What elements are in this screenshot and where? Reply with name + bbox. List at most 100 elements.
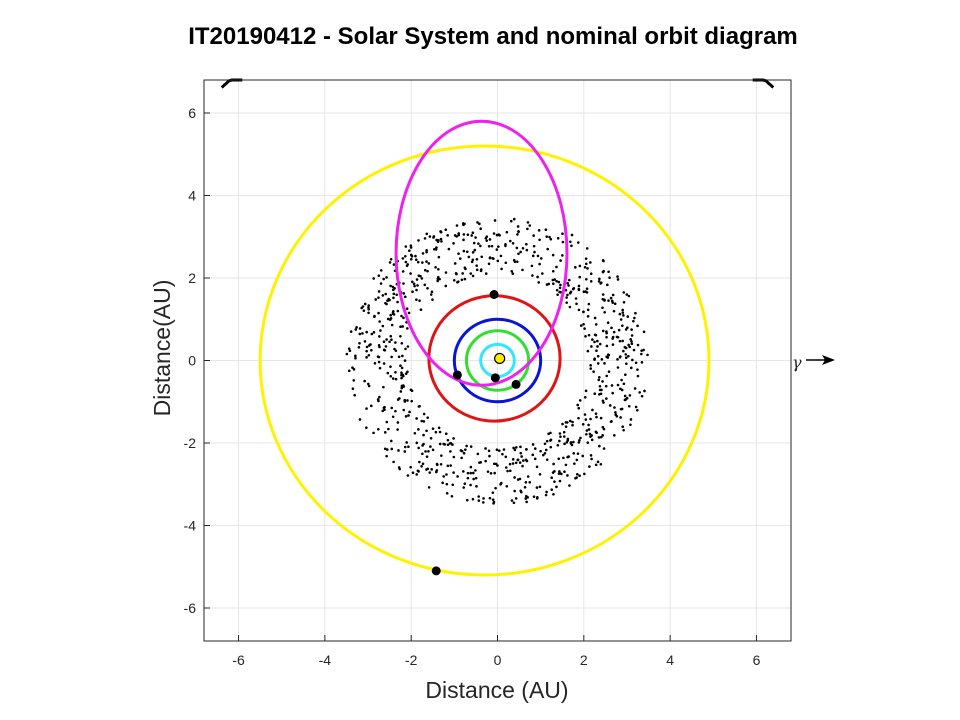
- asteroid-point: [404, 415, 408, 418]
- asteroid-point: [562, 430, 566, 434]
- asteroid-point: [628, 345, 631, 349]
- asteroid-point: [634, 361, 638, 365]
- asteroid-point: [624, 356, 628, 359]
- asteroid-point: [511, 462, 515, 465]
- asteroid-point: [377, 274, 381, 277]
- asteroid-point: [598, 444, 601, 448]
- asteroid-point: [420, 419, 424, 423]
- asteroid-point: [378, 366, 382, 370]
- asteroid-point: [557, 472, 561, 475]
- asteroid-point: [474, 476, 478, 480]
- asteroid-point: [577, 284, 581, 288]
- x-tick-label: 0: [494, 652, 502, 668]
- asteroid-point: [624, 353, 628, 356]
- asteroid-point: [605, 344, 609, 348]
- asteroid-point: [382, 340, 386, 344]
- asteroid-point: [559, 259, 562, 262]
- asteroid-point: [378, 345, 381, 349]
- asteroid-point: [394, 371, 397, 374]
- asteroid-point: [544, 448, 548, 452]
- asteroid-point: [475, 264, 478, 267]
- asteroid-point: [575, 302, 578, 306]
- asteroid-point: [538, 238, 541, 242]
- asteroid-point: [525, 248, 529, 252]
- asteroid-point: [352, 368, 356, 371]
- asteroid-point: [386, 317, 390, 321]
- x-tick-label: -2: [405, 652, 418, 668]
- asteroid-point: [472, 477, 475, 481]
- asteroid-point: [406, 474, 410, 477]
- asteroid-point: [504, 243, 507, 246]
- asteroid-point: [400, 314, 403, 318]
- asteroid-point: [407, 414, 410, 417]
- asteroid-point: [545, 235, 549, 238]
- asteroid-point: [409, 257, 413, 261]
- asteroid-point: [358, 332, 362, 336]
- asteroid-point: [511, 241, 515, 245]
- asteroid-point: [379, 329, 382, 332]
- asteroid-point: [613, 406, 616, 409]
- asteroid-point: [601, 270, 605, 274]
- asteroid-point: [426, 416, 429, 419]
- asteroid-point: [538, 485, 542, 489]
- asteroid-point: [622, 382, 626, 386]
- asteroid-point: [496, 259, 500, 263]
- axis-ticks: -6 -4 -2 0 2 4 6 -6 -4 -2 0 2 4 6: [184, 105, 761, 668]
- asteroid-point: [381, 294, 385, 297]
- y-tick-label: -2: [184, 435, 197, 451]
- asteroid-point: [582, 322, 585, 326]
- asteroid-point: [605, 331, 608, 335]
- asteroid-point: [423, 268, 427, 272]
- asteroid-point: [412, 282, 416, 286]
- asteroid-point: [598, 384, 602, 388]
- asteroid-point: [409, 465, 412, 469]
- asteroid-point: [471, 258, 475, 262]
- asteroid-point: [631, 358, 634, 362]
- asteroid-point: [423, 237, 427, 240]
- asteroid-point: [402, 282, 405, 285]
- asteroid-point: [479, 227, 482, 231]
- x-axis-label: Distance (AU): [425, 677, 568, 703]
- asteroid-point: [562, 435, 566, 438]
- asteroid-point: [432, 247, 436, 251]
- asteroid-point: [585, 429, 589, 432]
- asteroid-point: [397, 449, 400, 452]
- asteroid-point: [452, 437, 455, 440]
- asteroid-point: [365, 330, 368, 334]
- asteroid-point: [626, 326, 629, 330]
- asteroid-point: [588, 432, 592, 436]
- asteroid-point: [583, 472, 586, 476]
- asteroid-point: [568, 278, 571, 282]
- asteroid-point: [386, 371, 390, 375]
- asteroid-point: [444, 284, 448, 288]
- asteroid-point: [393, 287, 396, 290]
- asteroid-point: [505, 230, 509, 234]
- asteroid-point: [557, 457, 561, 461]
- asteroid-point: [444, 271, 448, 274]
- asteroid-point: [465, 498, 469, 502]
- asteroid-point: [576, 403, 579, 407]
- asteroid-point: [590, 457, 593, 461]
- asteroid-point: [551, 253, 555, 257]
- asteroid-point: [411, 280, 414, 284]
- asteroid-point: [636, 408, 639, 412]
- orbit-path-4: [258, 144, 711, 577]
- asteroid-point: [636, 374, 640, 378]
- asteroid-point: [439, 237, 443, 241]
- asteroid-point: [597, 378, 601, 382]
- asteroid-point: [545, 458, 549, 461]
- asteroid-point: [367, 304, 371, 307]
- asteroid-point: [399, 364, 402, 368]
- asteroid-point: [582, 310, 585, 314]
- asteroid-point: [358, 342, 361, 345]
- asteroid-point: [426, 287, 429, 290]
- asteroid-point: [632, 348, 636, 352]
- asteroid-point: [558, 286, 562, 290]
- asteroid-point: [461, 272, 464, 275]
- asteroid-point: [392, 310, 395, 313]
- asteroid-point: [606, 283, 609, 287]
- asteroid-point: [586, 315, 590, 318]
- asteroid-point: [390, 323, 394, 327]
- asteroid-point: [441, 481, 444, 485]
- asteroid-point: [453, 262, 457, 265]
